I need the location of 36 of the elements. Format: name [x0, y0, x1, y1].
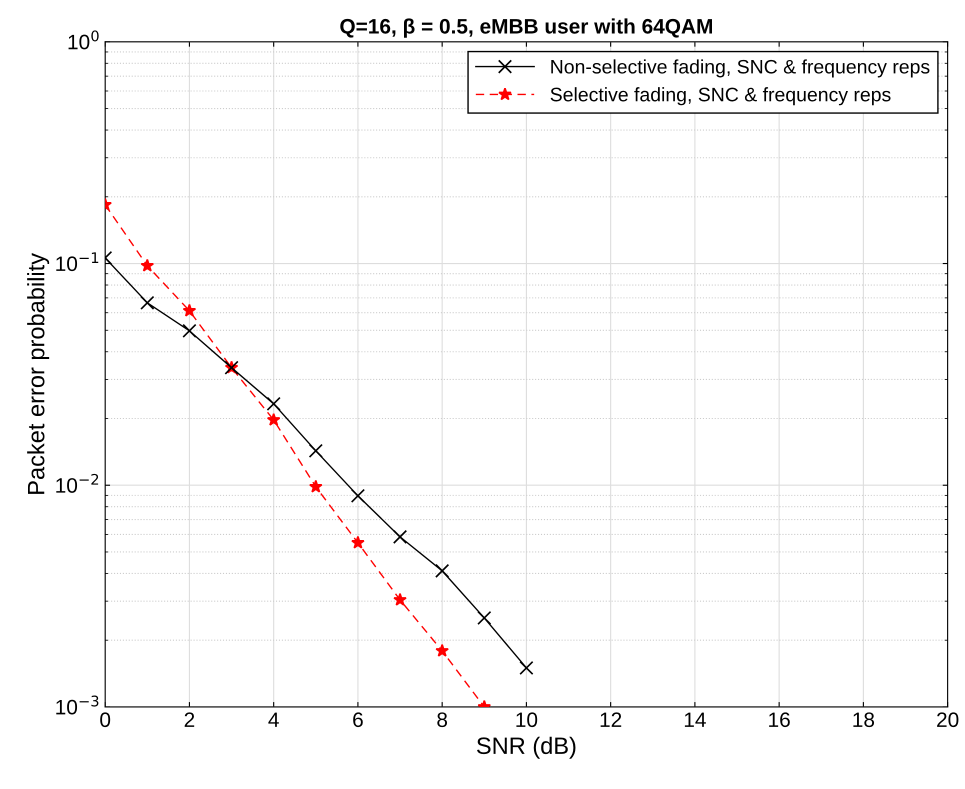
- point: [140, 296, 154, 310]
- point: [140, 258, 154, 272]
- point: [309, 480, 323, 493]
- y-tick-label: 10$^{−3}$: [56, 696, 98, 715]
- legend-label: Selective fading, SNC & frequency reps: [550, 87, 891, 106]
- x-tick-label: 12: [600, 712, 622, 727]
- legend-label: Non-selective fading, SNC & frequency reps: [551, 59, 930, 78]
- chart-title: Q=16, β = 0.5, eMBB user with 64QAM: [340, 18, 712, 38]
- point: [393, 592, 407, 606]
- x-tick-label: 10: [516, 712, 538, 728]
- y-tick-label: 10$^{−2}$: [56, 474, 98, 493]
- point: [351, 536, 365, 549]
- x-axis-title: SNR (dB): [476, 736, 576, 759]
- x-tick-label: 6: [353, 712, 363, 728]
- point: [266, 412, 280, 426]
- point: [308, 444, 323, 458]
- y-tick-label: 10$^{−1}$: [56, 252, 98, 272]
- x-tick-label: 18: [853, 712, 874, 728]
- point: [519, 660, 534, 675]
- point: [350, 488, 366, 503]
- y-axis-title: Packet error probability: [27, 253, 50, 494]
- point: [182, 304, 196, 317]
- x-tick-label: 8: [437, 712, 448, 728]
- x-tick-label: 0: [100, 712, 110, 728]
- point: [435, 564, 450, 578]
- x-tick-label: 4: [268, 712, 279, 727]
- point: [266, 396, 281, 411]
- x-tick-label: 14: [684, 712, 706, 727]
- y-tick-label: 10$^{0}$: [68, 30, 99, 50]
- point: [477, 610, 492, 626]
- point: [435, 644, 449, 657]
- point: [182, 324, 197, 338]
- point: [392, 530, 408, 544]
- x-tick-label: 16: [769, 712, 790, 728]
- x-tick-label: 20: [937, 712, 958, 728]
- x-tick-label: 2: [184, 712, 194, 727]
